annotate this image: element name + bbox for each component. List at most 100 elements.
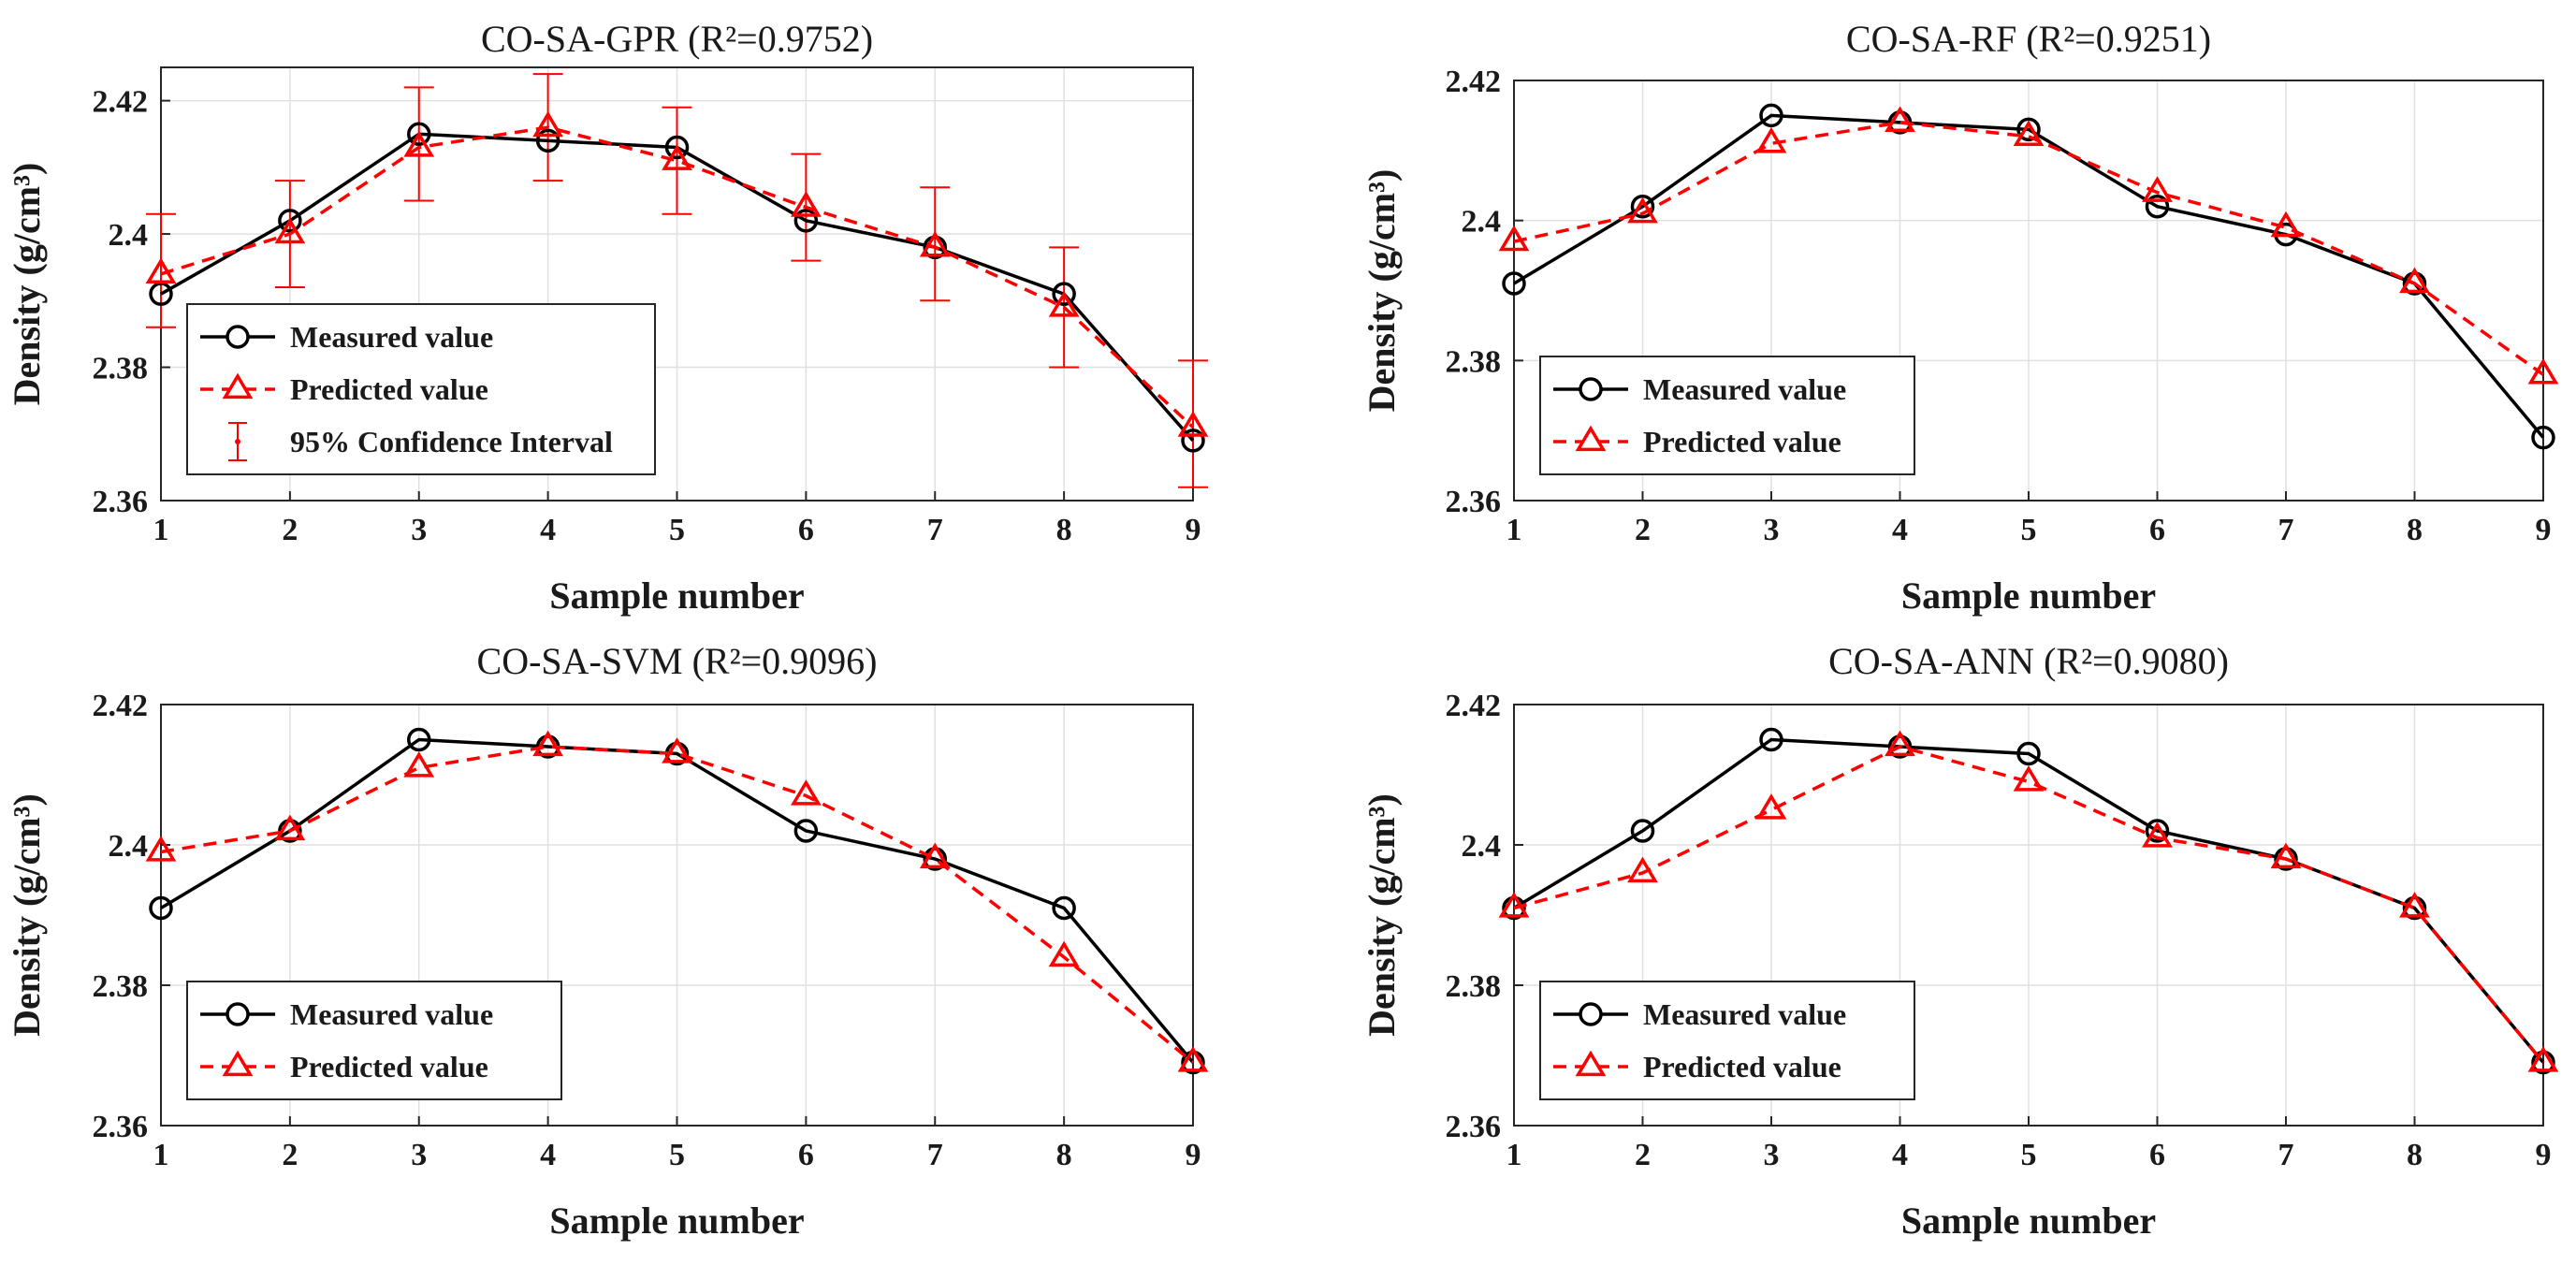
legend: Measured value Predicted value [1539, 981, 1915, 1100]
x-axis-label: Sample number [549, 1200, 804, 1242]
measured-point [2531, 425, 2555, 450]
x-tick-label: 9 [2536, 513, 2552, 547]
measured-point [664, 135, 690, 160]
legend: Measured value Predicted value [186, 981, 562, 1100]
y-tick-label: 2.38 [93, 969, 149, 1004]
measured-point [407, 122, 431, 146]
predicted-point [1498, 225, 1530, 252]
chart-title: CO-SA-GPR (R²=0.9752) [481, 18, 873, 60]
predicted-point [145, 257, 177, 284]
predicted-point [2270, 842, 2302, 869]
chart-title: CO-SA-ANN (R²=0.9080) [1828, 640, 2229, 682]
x-tick-label: 4 [540, 1138, 556, 1172]
predicted-line [160, 745, 1195, 1064]
predicted-point [919, 842, 951, 869]
y-tick-label: 2.4 [1462, 205, 1502, 240]
x-tick-label: 7 [927, 513, 943, 547]
legend-triangle-marker [222, 1050, 254, 1077]
predicted-line [1513, 121, 2545, 376]
x-axis-label: Sample number [1901, 574, 2156, 617]
x-tick-label: 4 [1892, 1138, 1908, 1172]
x-tick-label: 3 [1764, 513, 1780, 547]
measured-point [2145, 819, 2170, 843]
predicted-point [2013, 765, 2045, 792]
x-tick-label: 8 [1056, 513, 1072, 547]
predicted-point [1048, 291, 1080, 317]
predicted-point [791, 191, 822, 217]
y-tick-label: 2.36 [1446, 1110, 1502, 1144]
x-tick-label: 8 [1056, 1138, 1072, 1172]
x-tick-label: 6 [2149, 1138, 2165, 1172]
legend-label: Measured value [1643, 997, 1846, 1031]
y-tick-label: 2.38 [1446, 344, 1502, 379]
measured-point [1759, 727, 1783, 752]
predicted-point [403, 751, 435, 778]
legend-circle-marker [226, 1002, 250, 1026]
predicted-point [1755, 126, 1787, 153]
legend-label: Predicted value [290, 1050, 488, 1083]
measured-point [793, 819, 819, 843]
measured-point [2145, 194, 2170, 219]
y-tick-label: 2.38 [1446, 969, 1502, 1004]
measured-point [149, 282, 173, 306]
legend-box [186, 981, 562, 1100]
measured-point [149, 895, 173, 921]
legend-label: Measured value [290, 320, 493, 354]
x-tick-label: 3 [411, 513, 427, 547]
x-tick-label: 2 [282, 513, 298, 547]
predicted-point [1177, 1046, 1209, 1072]
measured-point [2016, 117, 2041, 142]
predicted-point [791, 779, 822, 806]
x-tick-label: 2 [1635, 1138, 1651, 1172]
y-tick-label: 2.42 [93, 689, 149, 723]
legend-label: Predicted value [290, 372, 488, 406]
x-tick-label: 7 [927, 1138, 943, 1172]
y-tick-label: 2.42 [1446, 689, 1502, 723]
predicted-point [1885, 730, 1915, 757]
measured-point [407, 727, 431, 752]
predicted-point [2527, 1046, 2559, 1072]
measured-point [1630, 819, 1655, 843]
measured-point [1052, 282, 1076, 306]
legend-label: Predicted value [1643, 1050, 1841, 1083]
legend: Measured value Predicted value [1539, 356, 1915, 475]
measured-point [278, 209, 302, 233]
predicted-point [1177, 411, 1209, 437]
x-tick-label: 4 [540, 513, 556, 547]
measured-point [1759, 103, 1783, 128]
x-tick-label: 9 [2536, 1138, 2552, 1172]
predicted-point [1755, 793, 1787, 820]
x-tick-label: 1 [1506, 513, 1522, 547]
y-tick-label: 2.42 [93, 85, 149, 120]
legend-errorbar-dot [235, 439, 240, 444]
measured-line [1513, 113, 2545, 439]
predicted-point [2270, 211, 2302, 238]
predicted-point [662, 737, 692, 763]
x-tick-label: 7 [2278, 1138, 2294, 1172]
x-tick-label: 7 [2278, 513, 2294, 547]
chart-title: CO-SA-SVM (R²=0.9096) [477, 640, 878, 682]
measured-point [793, 209, 819, 233]
measured-point [1052, 895, 1076, 921]
legend-label: 95% Confidence Interval [290, 425, 613, 458]
predicted-point [532, 730, 563, 757]
y-tick-label: 2.38 [93, 352, 149, 386]
legend-triangle-marker [1575, 1050, 1607, 1077]
x-tick-label: 9 [1186, 513, 1201, 547]
predicted-point [274, 814, 306, 841]
x-tick-label: 6 [798, 513, 814, 547]
y-axis-label: Density (g/cm³) [1361, 169, 1403, 413]
x-tick-label: 8 [2407, 1138, 2423, 1172]
chart-panel-2: 1 2 3 4 5 6 7 8 9 2.36 2.38 2.4 2.42 CO-SA-RF (R²=0.9… [1361, 18, 2559, 617]
x-tick-label: 9 [1186, 1138, 1201, 1172]
predicted-point [1885, 106, 1915, 133]
x-tick-label: 3 [1764, 1138, 1780, 1172]
predicted-point [274, 217, 306, 244]
predicted-point [532, 110, 563, 138]
y-tick-label: 2.36 [93, 1110, 149, 1144]
chart-panel-3: 1 2 3 4 5 6 7 8 9 2.36 2.38 2.4 2.42 CO-SA-SVM (R²=0.… [6, 640, 1209, 1242]
predicted-point [1627, 196, 1658, 224]
x-tick-label: 5 [669, 1138, 685, 1172]
legend-box [1539, 356, 1915, 475]
x-tick-label: 1 [1506, 1138, 1522, 1172]
